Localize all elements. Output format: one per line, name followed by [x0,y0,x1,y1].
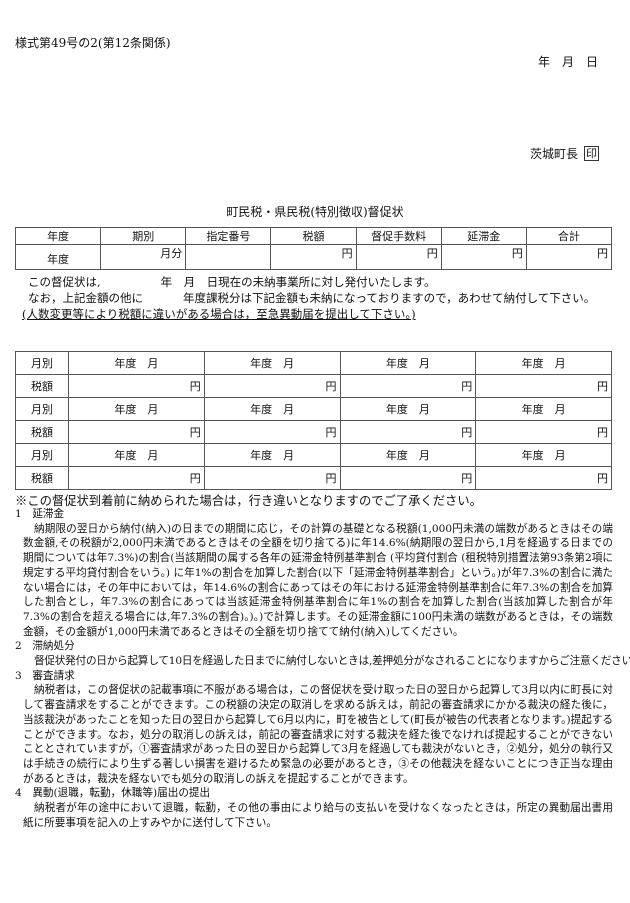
period-cell: 年度 月 [339,351,477,375]
statement-text: この督促状は, [28,275,101,289]
period-cell: 年度 月 [203,351,341,375]
statement-line-1: この督促状は, 年 月 日現在の未納事業所に対し発付いたします。 [28,274,436,290]
tax-amount-cell: 円 [339,374,477,398]
tax-amount-cell: 円 [68,420,205,444]
period-cell: 年度 月 [475,351,612,375]
note-heading: 2 滞納処分 [15,640,75,653]
issuer-name: 茨城町長 [530,147,579,161]
period-cell: 年度 月 [475,397,612,421]
header-cell: 税額 [270,227,357,245]
month-row: 月別 年度 月年度 月年度 月年度 月 [15,351,612,375]
statement-text: なお，上記金額の他に [28,291,143,305]
note-heading: 1 延滞金 [15,508,65,520]
tax-amount-cell: 円 [475,374,612,398]
notes: 1 延滞金 納期限の翌日から納付(納入)の日までの期間に応じ，その計算の基礎とな… [15,507,630,830]
period-cell: 年度 月 [203,443,341,467]
note-heading: 3 審査請求 [15,669,75,682]
statement-line-2: なお，上記金額の他に 年度課税分は下記金額も未納になっておりますので，あわせて納付… [28,290,595,306]
summary-table: 年度 期別 指定番号 税額 督促手数料 延滞金 合計 年度 月分 円 円 円 円 [14,227,613,270]
month-row: 月別 年度 月年度 月年度 月年度 月 [15,397,612,421]
tax-label: 税額 [15,374,69,398]
tax-row: 税額円円円円 [15,466,612,490]
issuer-block: 茨城町長 印 [530,145,600,162]
period-cell: 年度 月 [68,443,205,467]
tax-label: 税額 [15,420,69,444]
form-number: 様式第49号の2(第12条関係) [15,36,171,50]
header-cell: 延滞金 [440,227,527,245]
cell-year: 年度 [14,244,102,270]
tax-amount-cell: 円 [68,374,205,398]
month-label: 月別 [15,443,69,467]
tax-row: 税額円円円円 [15,374,612,398]
tax-label: 税額 [15,466,69,490]
tax-amount-cell: 円 [203,374,341,398]
header-cell: 年度 [14,227,102,245]
period-cell: 年度 月 [475,443,612,467]
cell-fee: 円 [355,244,442,270]
period-cell: 年度 月 [339,443,477,467]
tax-amount-cell: 円 [339,420,477,444]
cell-designation-number [185,244,272,270]
note-body: 納期限の翌日から納付(納入)の日までの期間に応じ，その計算の基礎となる税額(1,… [23,522,613,638]
seal-box: 印 [584,146,600,161]
tax-amount-cell: 円 [339,466,477,490]
month-label: 月別 [15,397,69,421]
statement-text: 年度課税分は下記金額も未納になっておりますので，あわせて納付して下さい。 [183,291,596,305]
note-body: 納税者が年の途中において退職，転勤，その他の事由により給与の支払いを受けなくなっ… [23,802,613,829]
cell-period: 月分 [100,244,187,270]
note-heading: 4 異動(退職，転勤，休職等)届出の提出 [15,787,211,800]
tax-amount-cell: 円 [475,420,612,444]
document-title: 町民税・県民税(特別徴収)督促状 [226,205,404,219]
cell-late-charge: 円 [440,244,527,270]
table-row: 年度 月分 円 円 円 円 [14,244,613,270]
header-cell: 期別 [100,227,187,245]
header-cell: 指定番号 [185,227,272,245]
note-body: 納税者は，この督促状の記載事項に不服がある場合は，この督促状を受け取った日の翌日… [23,684,613,785]
tax-amount-cell: 円 [475,466,612,490]
issue-date: 年 月 日 [537,55,598,69]
header-cell: 合計 [525,227,613,245]
header-cell: 督促手数料 [355,227,442,245]
month-row: 月別 年度 月年度 月年度 月年度 月 [15,443,612,467]
period-cell: 年度 月 [203,397,341,421]
statement-line-3: (人数変更等により税額に違いがある場合は，至急異動届を提出して下さい。) [22,307,416,321]
month-label: 月別 [15,351,69,375]
note-body: 督促状発付の日から起算して10日を経過した日までに納付しないときは,差押処分がな… [34,655,630,668]
period-cell: 年度 月 [68,397,205,421]
tax-amount-cell: 円 [203,466,341,490]
tax-amount-cell: 円 [203,420,341,444]
tax-amount-cell: 円 [68,466,205,490]
statement-text: 年 月 日現在の未納事業所に対し発付いたします。 [160,275,436,289]
period-cell: 年度 月 [68,351,205,375]
monthly-table: 月別 年度 月年度 月年度 月年度 月税額円円円円月別 年度 月年度 月年度 月年度… [15,351,612,490]
table-header-row: 年度 期別 指定番号 税額 督促手数料 延滞金 合計 [14,227,613,245]
cell-tax-amount: 円 [270,244,357,270]
period-cell: 年度 月 [339,397,477,421]
tax-row: 税額円円円円 [15,420,612,444]
cell-total: 円 [525,244,613,270]
notice: ※この督促状到着前に納められた場合は，行き違いとなりますのでご了承ください。 [15,494,482,508]
